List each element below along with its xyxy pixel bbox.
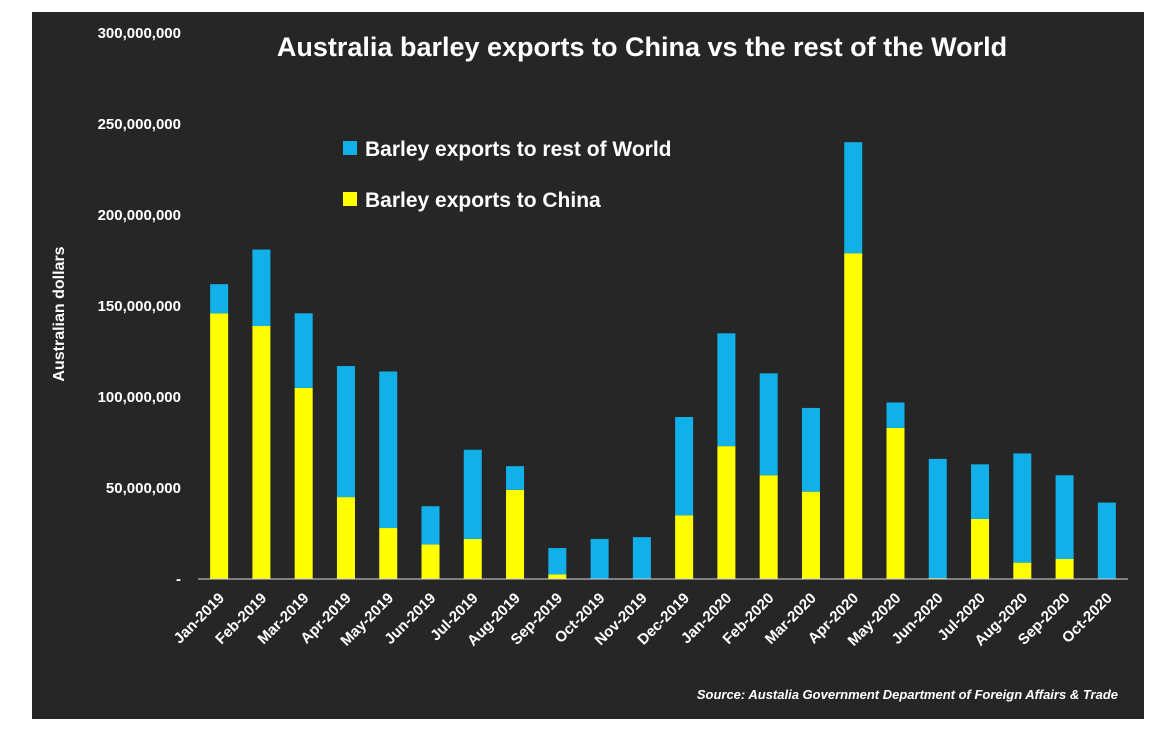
bar-china <box>759 475 778 579</box>
y-tick-label: 250,000,000 <box>98 116 181 133</box>
bar-rest-of-world <box>252 249 271 327</box>
y-axis-tick-labels: - 50,000,000 100,000,000 150,000,000 200,000… <box>98 25 181 588</box>
bar-rest-of-world <box>463 449 482 539</box>
bar-rest-of-world <box>675 417 694 516</box>
y-tick-label: - <box>176 571 181 588</box>
bar-rest-of-world <box>1013 453 1032 563</box>
bar-rest-of-world <box>506 466 525 490</box>
bar-china <box>717 446 736 579</box>
bar-china <box>506 489 525 579</box>
legend-label-rest-of-world: Barley exports to rest of World <box>365 138 672 161</box>
bar-rest-of-world <box>971 464 990 519</box>
bar-rest-of-world <box>759 373 778 476</box>
bar-rest-of-world <box>421 506 440 545</box>
bar-rest-of-world <box>801 407 820 492</box>
legend-swatch-china <box>343 192 357 206</box>
y-axis-title: Australian dollars <box>51 246 68 381</box>
bar-china <box>971 518 990 579</box>
bar-rest-of-world <box>717 333 736 447</box>
bar-rest-of-world <box>548 548 567 575</box>
x-axis-tick-labels: Jan-2019Feb-2019Mar-2019Apr-2019May-2019… <box>171 590 1116 650</box>
chart-title: Australia barley exports to China vs the… <box>277 32 1007 62</box>
bar-china <box>463 538 482 579</box>
bar-rest-of-world <box>1055 475 1074 559</box>
bar-series <box>210 142 1116 579</box>
bar-china <box>1055 558 1074 579</box>
legend-label-china: Barley exports to China <box>365 189 601 212</box>
y-tick-label: 100,000,000 <box>98 389 181 406</box>
bar-chart: Australia barley exports to China vs the… <box>51 25 1128 702</box>
bar-rest-of-world <box>1097 502 1116 579</box>
y-tick-label: 200,000,000 <box>98 207 181 224</box>
bar-rest-of-world <box>844 142 863 254</box>
bar-rest-of-world <box>294 313 313 388</box>
bar-china <box>844 253 863 579</box>
bar-rest-of-world <box>886 402 905 428</box>
legend: Barley exports to rest of World Barley e… <box>343 138 672 212</box>
bar-rest-of-world <box>379 371 398 529</box>
bar-rest-of-world <box>210 284 229 314</box>
bar-china <box>421 544 440 579</box>
bar-china <box>379 528 398 579</box>
bar-rest-of-world <box>336 366 355 498</box>
bar-rest-of-world <box>632 537 651 579</box>
bar-rest-of-world <box>590 538 609 579</box>
chart-panel: Australia barley exports to China vs the… <box>32 12 1144 719</box>
bar-china <box>675 515 694 579</box>
bar-china <box>252 326 271 579</box>
y-tick-label: 150,000,000 <box>98 298 181 315</box>
bar-china <box>1013 562 1032 579</box>
bar-china <box>801 491 820 579</box>
y-tick-label: 300,000,000 <box>98 25 181 42</box>
bar-china <box>294 387 313 579</box>
bar-rest-of-world <box>928 458 947 579</box>
bar-china <box>336 497 355 579</box>
y-tick-label: 50,000,000 <box>106 480 181 497</box>
bar-china <box>548 574 567 579</box>
bar-china <box>886 427 905 579</box>
legend-swatch-rest-of-world <box>343 141 357 155</box>
bar-china <box>210 313 229 579</box>
source-note: Source: Austalia Government Department o… <box>697 687 1118 702</box>
